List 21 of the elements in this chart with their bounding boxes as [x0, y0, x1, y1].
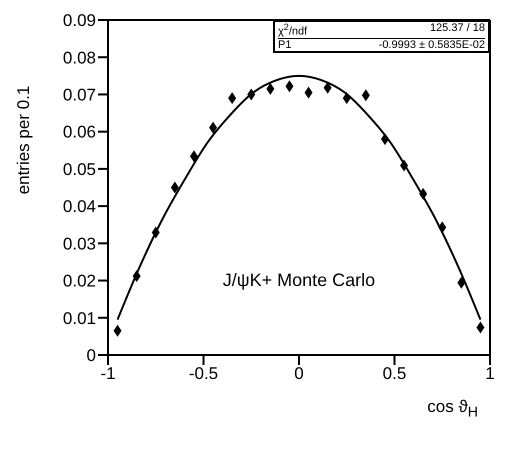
x-tick-label: -1 — [100, 364, 116, 384]
y-tick-label: 0.04 — [62, 197, 96, 216]
line-series — [116, 74, 482, 321]
annotation: J/ψK+ Monte Carlo — [222, 270, 376, 290]
point — [170, 182, 179, 194]
y-tick-label: 0.09 — [62, 11, 96, 30]
y-tick-label: 0.06 — [62, 122, 96, 142]
y-axis-title: entries per 0.1 — [14, 84, 34, 196]
stats-box: χ$^{2}$/ndf 125.37 / 18 P1 -0.9993 ± 0.5835E-02 — [273, 20, 490, 53]
x-axis-title: cos ϑ$_{H}$ — [427, 397, 478, 420]
x-tick-label: 0.5 — [382, 364, 406, 384]
y-tick-label: 0 — [86, 346, 96, 366]
y-tick-label: 0.01 — [62, 308, 96, 328]
x-tick-label: 1 — [485, 364, 495, 384]
y-tick-label: 0.03 — [62, 234, 96, 254]
y-tick-label: 0.07 — [62, 85, 96, 104]
x-tick-label: -0.5 — [188, 364, 218, 384]
x-tick-label: 0 — [294, 364, 304, 384]
y-tick-label: 0.08 — [62, 48, 96, 68]
y-tick-label: 0.02 — [62, 272, 96, 291]
y-tick-label: 0.05 — [62, 160, 96, 179]
